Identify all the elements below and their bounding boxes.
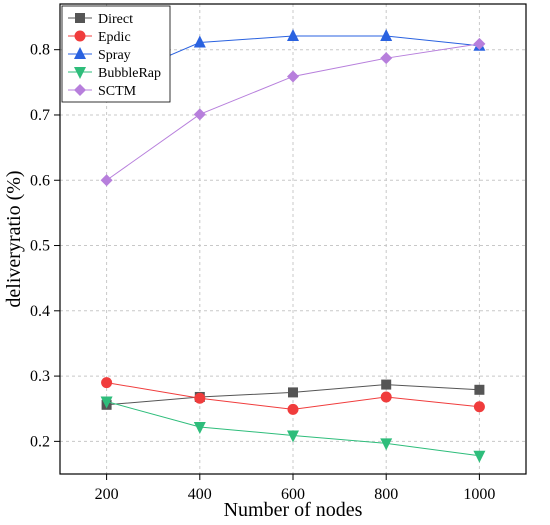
data-point bbox=[101, 377, 113, 389]
legend-item: SCTM bbox=[68, 84, 137, 99]
y-tick-label: 0.4 bbox=[30, 303, 50, 320]
data-point bbox=[100, 174, 113, 187]
data-point bbox=[193, 108, 206, 121]
data-point bbox=[194, 392, 206, 404]
data-point bbox=[193, 422, 206, 434]
legend-item: Direct bbox=[68, 12, 133, 27]
x-tick-label: 800 bbox=[374, 486, 398, 503]
data-point bbox=[474, 384, 485, 395]
legend-marker bbox=[74, 30, 86, 42]
data-point bbox=[287, 28, 299, 41]
legend-label: Spray bbox=[98, 48, 131, 63]
data-point bbox=[287, 70, 299, 83]
legend-marker bbox=[75, 13, 85, 23]
legend-marker bbox=[74, 47, 86, 59]
legend: Direct Epdic Spray BubbleRap SCTM bbox=[61, 5, 171, 103]
legend-item: Epdic bbox=[68, 30, 131, 45]
y-tick-label: 0.7 bbox=[30, 107, 50, 124]
data-point bbox=[100, 396, 113, 409]
legend-item: Spray bbox=[68, 47, 131, 63]
legend-marker bbox=[74, 84, 86, 96]
data-point bbox=[287, 430, 299, 443]
data-point bbox=[287, 403, 299, 415]
x-tick-label: 600 bbox=[281, 486, 305, 503]
legend-marker bbox=[74, 67, 86, 79]
series-epdic bbox=[101, 377, 485, 415]
legend-label: Epdic bbox=[98, 30, 131, 45]
legend-label: SCTM bbox=[98, 84, 137, 99]
series-sctm bbox=[100, 37, 486, 187]
data-point bbox=[288, 387, 298, 398]
data-point bbox=[380, 52, 393, 65]
x-tick-label: 1000 bbox=[463, 486, 495, 503]
data-point bbox=[473, 37, 486, 50]
data-point bbox=[380, 28, 393, 41]
x-tick-label: 200 bbox=[95, 486, 119, 503]
y-tick-label: 0.2 bbox=[30, 433, 50, 450]
y-tick-label: 0.6 bbox=[30, 172, 50, 189]
data-point bbox=[193, 35, 206, 48]
axes: 200 400 600 800 1000 0.2 0.3 0.4 0.5 0.6 0.7 0.8 bbox=[30, 3, 527, 503]
x-axis-title: Number of nodes bbox=[224, 499, 363, 521]
data-point bbox=[380, 438, 393, 451]
y-tick-label: 0.8 bbox=[30, 42, 50, 59]
data-point bbox=[380, 391, 392, 403]
legend-label: BubbleRap bbox=[98, 66, 161, 81]
y-tick-label: 0.3 bbox=[30, 368, 50, 385]
legend-label: Direct bbox=[98, 12, 133, 27]
x-tick-label: 400 bbox=[188, 486, 212, 503]
legend-item: BubbleRap bbox=[68, 66, 161, 81]
y-axis-title: deliveryratio (%) bbox=[3, 170, 25, 307]
data-point bbox=[473, 450, 486, 463]
data-point bbox=[381, 379, 392, 390]
data-point bbox=[473, 401, 485, 413]
y-tick-label: 0.5 bbox=[30, 238, 50, 255]
series-bubblerap bbox=[100, 396, 486, 463]
